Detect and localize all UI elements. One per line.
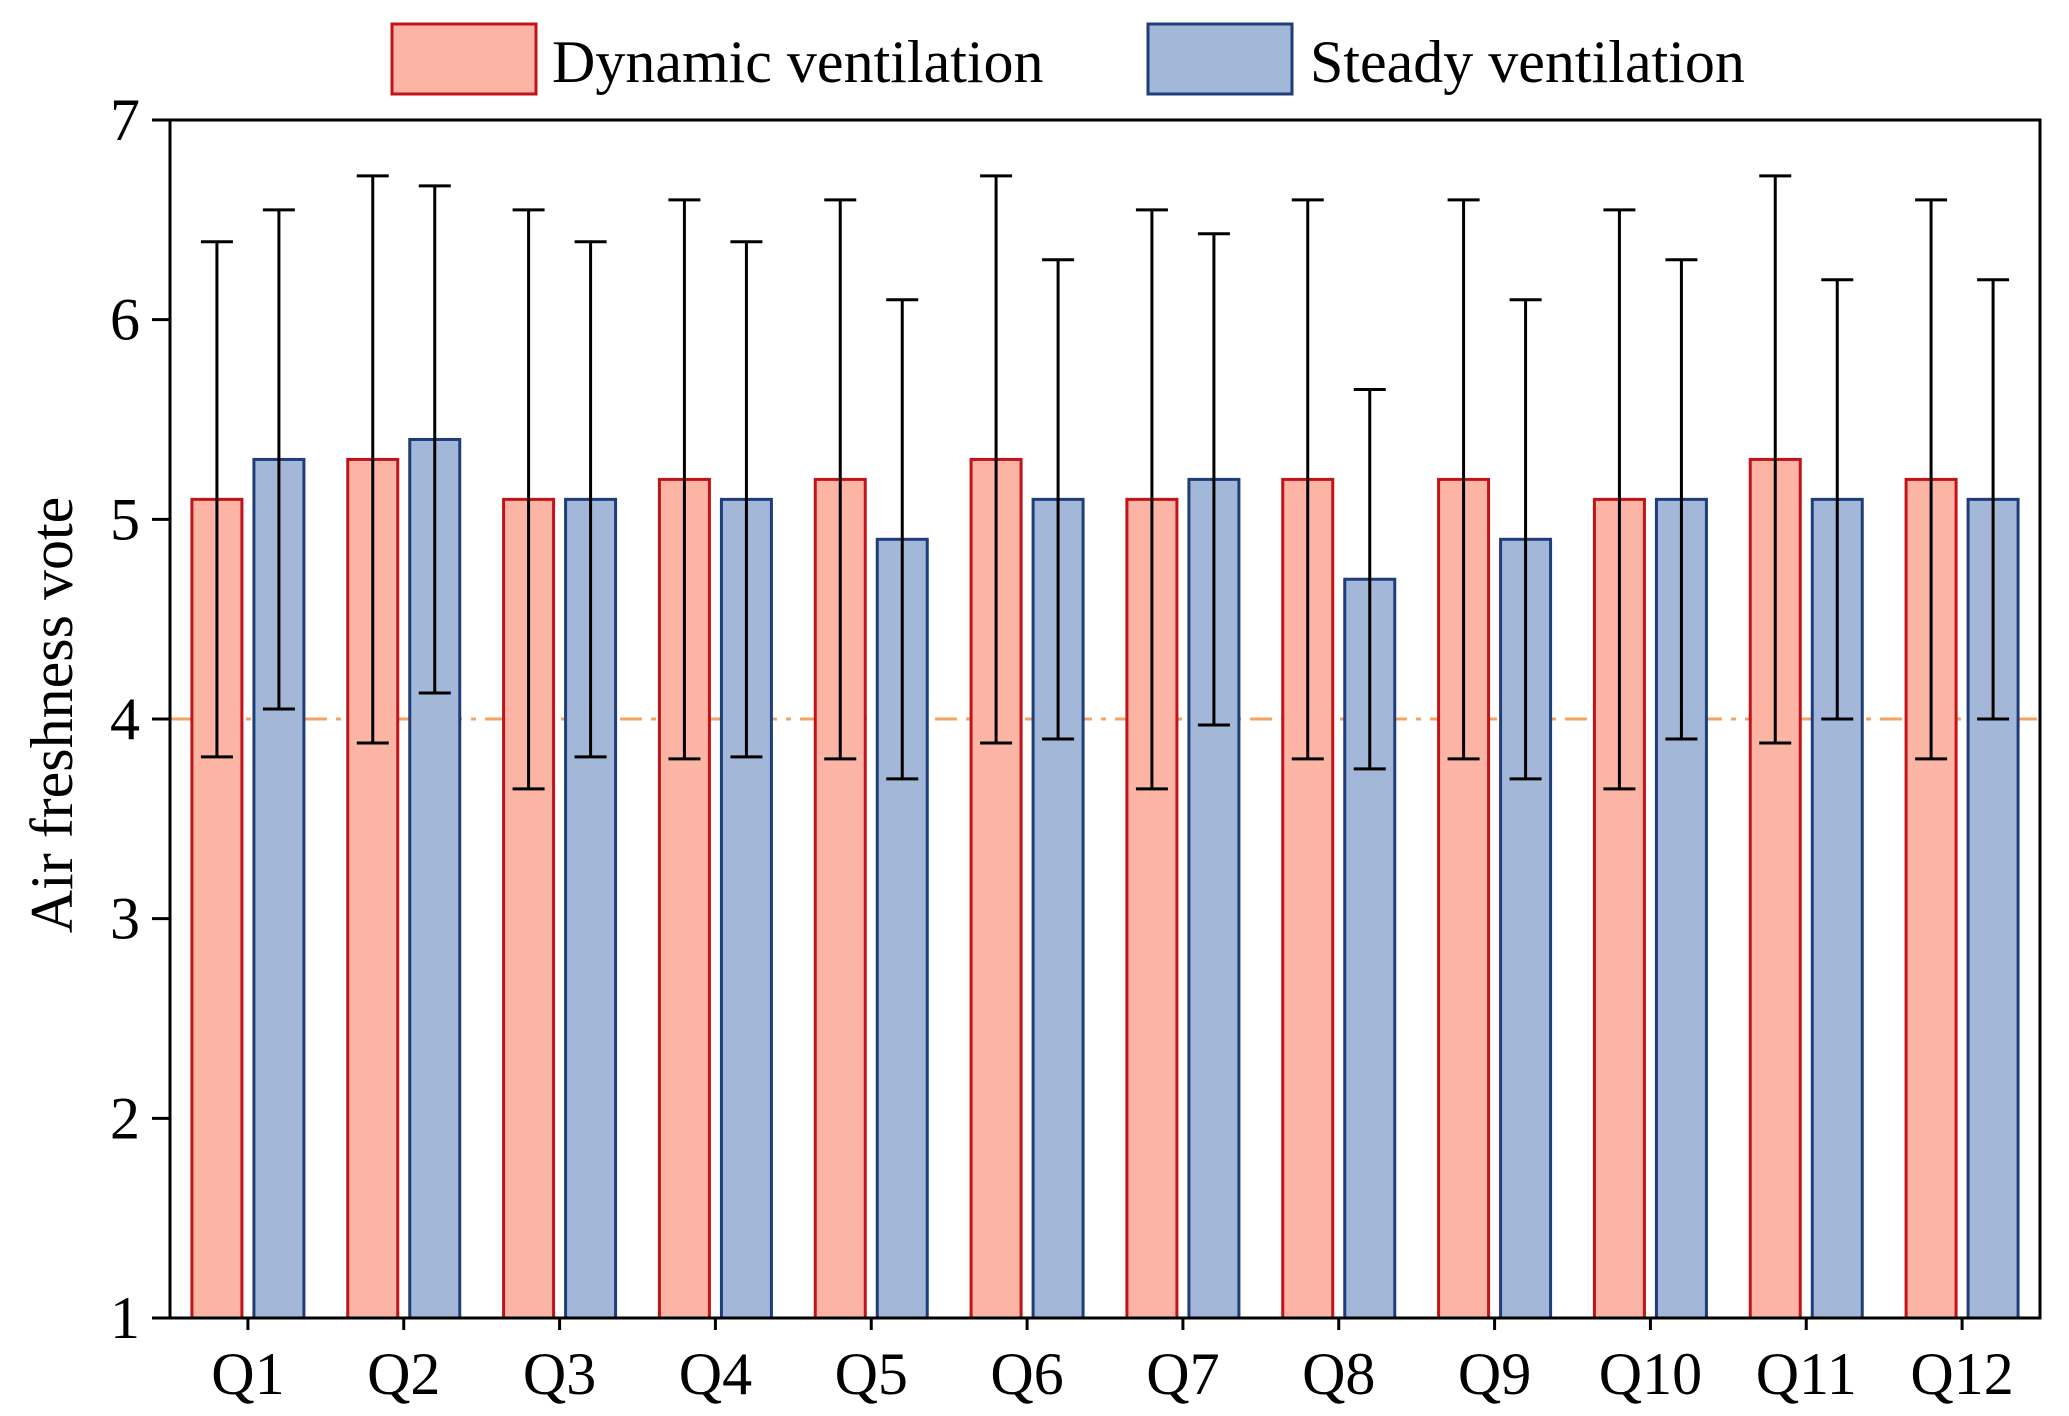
x-tick-label-q9: Q9 — [1458, 1341, 1531, 1407]
plot-frame — [168, 118, 2042, 1320]
x-tick-label-q5: Q5 — [835, 1341, 908, 1407]
x-tick-label-q6: Q6 — [990, 1341, 1063, 1407]
x-tick-label-q3: Q3 — [523, 1341, 596, 1407]
bar-q8-dynamic — [1281, 477, 1335, 1320]
y-tick-label-5: 5 — [110, 486, 140, 552]
x-tick-label-q1: Q1 — [211, 1341, 284, 1407]
legend-swatch-steady-ventilation — [1146, 22, 1294, 96]
y-tick-label-2: 2 — [110, 1085, 140, 1151]
legend: Dynamic ventilation Steady ventilation — [390, 22, 1745, 96]
plot-area: Q1 Q2 Q3 Q4 Q5 Q6 Q7 Q8 Q9 Q10 Q11 Q12 1 2 3 4 5 6 7 — [110, 87, 2042, 1407]
x-tick-label-q10: Q10 — [1599, 1341, 1702, 1407]
y-tick-label-7: 7 — [110, 87, 140, 153]
y-tick-label-6: 6 — [110, 287, 140, 353]
y-tick-label-3: 3 — [110, 886, 140, 952]
y-tick-label-1: 1 — [110, 1285, 140, 1351]
x-tick-label-q2: Q2 — [367, 1341, 440, 1407]
legend-label-dynamic-ventilation: Dynamic ventilation — [552, 29, 1044, 95]
x-tick-label-q12: Q12 — [1910, 1341, 2013, 1407]
legend-swatch-dynamic-ventilation — [390, 22, 538, 96]
x-tick-label-q7: Q7 — [1146, 1341, 1219, 1407]
y-tick-label-4: 4 — [110, 686, 140, 752]
x-tick-label-q4: Q4 — [679, 1341, 752, 1407]
x-tick-label-q8: Q8 — [1302, 1341, 1375, 1407]
x-tick-label-q11: Q11 — [1756, 1341, 1857, 1407]
legend-label-steady-ventilation: Steady ventilation — [1310, 29, 1745, 95]
y-axis-title: Air freshness vote — [19, 497, 85, 934]
